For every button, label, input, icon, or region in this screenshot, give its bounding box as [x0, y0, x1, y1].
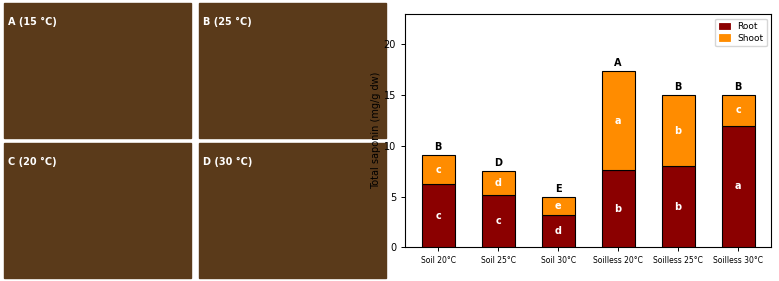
Bar [4, 3, 191, 138]
Text: E: E [555, 183, 562, 194]
Text: A: A [615, 58, 622, 68]
Text: b: b [675, 126, 682, 136]
Text: A (15 °C): A (15 °C) [8, 17, 57, 27]
Text: C (20 °C): C (20 °C) [8, 157, 56, 167]
Bar [721, 126, 755, 247]
Bar [421, 184, 455, 247]
Text: c: c [735, 105, 741, 115]
Bar [481, 171, 515, 194]
Text: B: B [435, 142, 442, 152]
Bar [199, 143, 386, 278]
Text: b: b [675, 202, 682, 212]
Bar [661, 166, 695, 247]
Text: D (30 °C): D (30 °C) [203, 157, 252, 167]
Bar [541, 215, 575, 247]
Bar [199, 3, 386, 138]
Y-axis label: Total saponin (mg/g dw): Total saponin (mg/g dw) [371, 72, 381, 189]
Text: c: c [495, 216, 501, 226]
Bar [541, 197, 575, 215]
Bar [601, 71, 635, 170]
Legend: Root, Shoot: Root, Shoot [715, 19, 767, 46]
Text: c: c [435, 165, 441, 175]
Bar [601, 170, 635, 247]
Text: B (25 °C): B (25 °C) [203, 17, 252, 27]
Bar [481, 194, 515, 247]
Text: a: a [615, 115, 622, 126]
Text: D: D [494, 158, 502, 168]
Bar [661, 95, 695, 166]
Text: B: B [675, 82, 682, 92]
Text: b: b [615, 204, 622, 214]
Text: e: e [555, 201, 562, 211]
Text: c: c [435, 211, 441, 221]
Text: d: d [555, 226, 562, 236]
Bar [421, 155, 455, 184]
Bar [721, 95, 755, 126]
Text: B: B [735, 82, 742, 92]
Text: a: a [735, 182, 742, 191]
Bar [4, 143, 191, 278]
Text: d: d [495, 178, 502, 188]
